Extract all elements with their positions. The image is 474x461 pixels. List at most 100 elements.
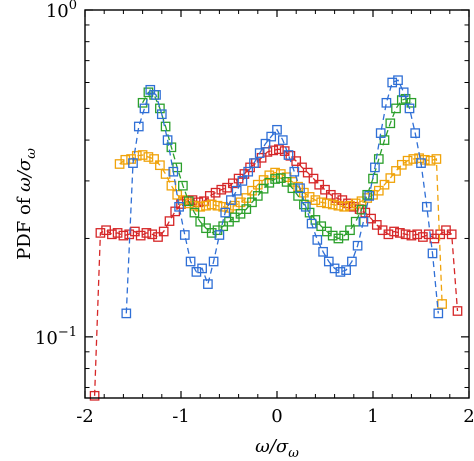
series-0-point: [412, 229, 423, 240]
series-0-point: [320, 184, 330, 195]
series-3-point: [243, 166, 254, 177]
series-1-point: [333, 200, 344, 211]
series-1-point: [172, 189, 183, 200]
series-2-point: [183, 196, 194, 207]
series-3-point: [312, 235, 323, 245]
series-3-point: [133, 121, 144, 132]
series-1-point: [339, 201, 350, 212]
series-0-point: [395, 228, 405, 238]
series-0-point: [406, 230, 417, 241]
series-0-point: [274, 144, 284, 155]
series-3-point: [254, 148, 265, 158]
series-3-point: [289, 166, 300, 177]
series-0-point: [158, 226, 169, 237]
x-axis-title: ω/σω: [255, 436, 299, 461]
series-3-point: [203, 279, 213, 289]
x-tick-label: 1: [367, 406, 378, 427]
series-3-point: [226, 195, 236, 205]
series-3-point: [283, 150, 294, 160]
x-tick-label: 2: [463, 406, 474, 427]
series-3-point: [358, 216, 369, 227]
series-1-point: [247, 185, 257, 196]
y-tick-label: 10−1: [35, 325, 77, 349]
series-1-point: [385, 173, 396, 183]
series-3-point: [398, 87, 409, 98]
series-3-point: [249, 158, 259, 168]
series-3-point: [421, 201, 432, 212]
x-tick-label: -1: [172, 406, 190, 427]
series-1-point: [437, 299, 447, 309]
series-0-point: [371, 220, 382, 230]
series-3-point: [387, 77, 398, 88]
series-3-point: [260, 138, 271, 149]
series-0-point: [383, 229, 394, 240]
series-3-point: [341, 265, 351, 275]
series-2-point: [155, 103, 165, 114]
series-0-point: [452, 306, 463, 316]
series-0-point: [291, 156, 302, 166]
series-1-point: [316, 197, 327, 208]
x-tick-label: 0: [271, 406, 282, 427]
series-0-point: [216, 184, 227, 195]
series-2-point: [333, 233, 344, 244]
series-2-point: [178, 180, 188, 191]
series-1-point: [201, 200, 211, 211]
series-2: [137, 87, 417, 244]
series-2-point: [316, 221, 327, 232]
series-1-point: [143, 152, 154, 162]
series-1-point: [431, 154, 442, 164]
series-1-point: [350, 198, 361, 209]
series-3-point: [139, 103, 150, 114]
series-3-point: [416, 158, 426, 168]
series-2-point: [270, 174, 280, 184]
series-1-point: [195, 201, 206, 212]
series-2-point: [406, 97, 417, 108]
series-3-point: [375, 128, 386, 138]
series-3-point: [300, 201, 311, 212]
series-3-point: [191, 267, 202, 277]
series-1-point: [155, 160, 165, 171]
series-0-point: [118, 230, 129, 241]
series-1-point: [120, 154, 131, 165]
series-0-line: [93, 148, 459, 396]
series-2-point: [299, 199, 309, 210]
series-2-point: [350, 216, 361, 227]
series-3-point: [266, 131, 277, 142]
series-1-point: [402, 155, 413, 166]
series-0-point: [308, 173, 319, 184]
series-1-point: [166, 180, 177, 191]
series-0-point: [389, 226, 399, 237]
series-1-point: [322, 198, 332, 209]
series-1-point: [149, 154, 159, 164]
series-3-point: [220, 207, 231, 218]
series-3-point: [364, 191, 375, 201]
series-1-point: [137, 150, 148, 160]
series-0-point: [89, 390, 100, 401]
series-3-point: [231, 185, 242, 196]
series-3-point: [121, 308, 132, 319]
series-1-point: [327, 199, 338, 210]
series-1-point: [425, 155, 436, 166]
series-3-point: [335, 267, 346, 277]
series-3-point: [197, 263, 207, 274]
series-0-point: [141, 228, 152, 238]
series-0-point: [112, 228, 123, 238]
tick-layer: [84, 9, 470, 398]
series-3-point: [151, 90, 161, 100]
series-1-point: [373, 185, 384, 196]
series-3-point: [237, 176, 248, 186]
series-3-point: [214, 230, 225, 240]
series-3-point: [323, 256, 334, 267]
series-1-point: [218, 201, 229, 212]
series-0-point: [147, 229, 158, 240]
series-2-point: [287, 183, 298, 194]
series-2-point: [362, 189, 373, 200]
series-1-point: [391, 166, 401, 176]
series-3-point: [306, 218, 317, 229]
series-0-point: [153, 232, 163, 242]
series-0-point: [107, 229, 117, 240]
series-3-point: [295, 183, 305, 194]
series-1-point: [345, 200, 355, 211]
series-0-point: [135, 230, 146, 241]
